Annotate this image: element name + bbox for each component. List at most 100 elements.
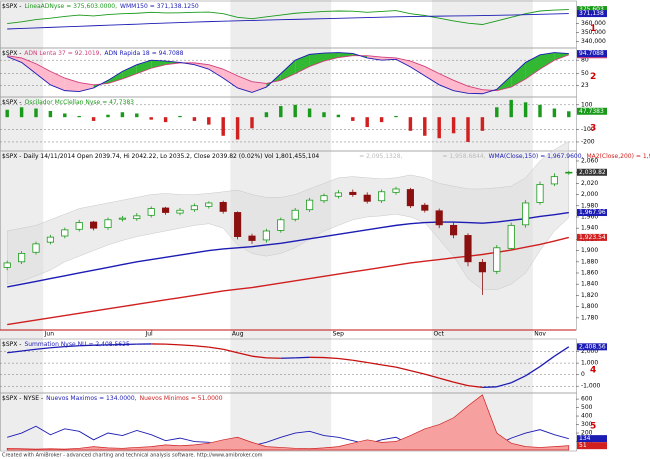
bar bbox=[192, 117, 197, 121]
legend-name: WMA(Close,150) bbox=[489, 153, 539, 160]
line bbox=[7, 9, 569, 25]
y-tick-label: 1,000 bbox=[581, 360, 598, 367]
candle-body bbox=[478, 261, 486, 273]
y-tick-label: -1,000 bbox=[581, 383, 601, 390]
legend-readout: = 2,408.5625 bbox=[88, 341, 129, 348]
pane-header: $SPX - Daily 14/11/2014 Open 2039.74, Hi… bbox=[2, 153, 650, 160]
pane-header: $SPX - Summation Nyse NU = 2,408.5625 bbox=[2, 341, 130, 348]
bar bbox=[178, 115, 182, 118]
y-tick-label: 2,060 bbox=[581, 157, 598, 164]
header-title: $SPX - bbox=[2, 341, 21, 348]
legend-readout: = 51.0000 bbox=[191, 395, 223, 402]
bar bbox=[264, 112, 269, 118]
cross-fill bbox=[237, 75, 252, 93]
bar bbox=[509, 99, 513, 118]
line-segment bbox=[395, 366, 411, 372]
y-tick-label: 300 bbox=[581, 421, 593, 428]
line bbox=[7, 211, 569, 288]
legend-name: MA2(Close,200) bbox=[586, 153, 633, 160]
cross-fill bbox=[136, 60, 152, 74]
cross-fill bbox=[122, 64, 137, 79]
line-segment bbox=[525, 366, 541, 377]
line-segment bbox=[79, 344, 94, 347]
cross-fill bbox=[439, 73, 454, 91]
candle-body bbox=[104, 219, 112, 229]
bar bbox=[5, 109, 9, 118]
legend-readout: = 1,923.5426 bbox=[636, 153, 650, 160]
legend-name: ADN Rapida 18 bbox=[104, 50, 150, 57]
x-tick-label: Nov bbox=[534, 331, 546, 338]
y-tick-label: 1,960 bbox=[581, 213, 598, 220]
legend-name: WMM150 bbox=[120, 3, 148, 10]
value-box bbox=[577, 442, 607, 450]
value-box bbox=[577, 10, 607, 18]
y-tick-label: 1,780 bbox=[581, 314, 598, 321]
bar bbox=[351, 117, 355, 121]
candle-body bbox=[522, 202, 530, 226]
y-tick-label: 2,020 bbox=[581, 180, 598, 187]
candle-body bbox=[464, 235, 472, 263]
bar bbox=[307, 108, 312, 118]
y-tick-label: 600 bbox=[581, 396, 593, 403]
cross-fill bbox=[309, 53, 324, 67]
cross-fill bbox=[540, 52, 555, 70]
line-segment bbox=[323, 356, 339, 360]
bar bbox=[379, 117, 384, 123]
candle-body bbox=[176, 209, 184, 214]
legend-readout: = 92.1019, bbox=[68, 50, 102, 57]
candle-body bbox=[306, 199, 314, 211]
candle-body bbox=[3, 262, 11, 268]
candle-body bbox=[147, 208, 155, 216]
candle-body bbox=[262, 230, 270, 241]
line-segment bbox=[381, 364, 397, 368]
value-box bbox=[577, 107, 607, 115]
cross-fill bbox=[424, 66, 440, 85]
x-tick-label: Oct bbox=[433, 331, 444, 338]
line-segment bbox=[50, 345, 65, 349]
bar bbox=[106, 114, 110, 118]
bar bbox=[437, 117, 441, 139]
area bbox=[6, 394, 570, 451]
month-shade bbox=[0, 0, 44, 450]
candle-body bbox=[32, 243, 40, 253]
x-tick-label: Jul bbox=[144, 331, 153, 338]
value-box bbox=[577, 233, 607, 241]
value-box-label: 371,138 bbox=[579, 10, 604, 17]
candle-body bbox=[90, 221, 98, 229]
y-tick-label: 350,000 bbox=[581, 29, 606, 36]
bar bbox=[34, 108, 38, 118]
candle-body bbox=[118, 217, 126, 220]
candle-body bbox=[162, 207, 170, 213]
value-box bbox=[577, 209, 607, 217]
x-tick-label: Aug bbox=[232, 331, 244, 338]
candle-body bbox=[363, 194, 371, 202]
bar bbox=[365, 117, 369, 128]
legend-readout: = 375,603.0000, bbox=[66, 3, 117, 10]
bar bbox=[120, 112, 125, 118]
band-readout: = 2,095.1328, bbox=[359, 153, 402, 160]
line-segment bbox=[223, 348, 238, 354]
legend-readout: = 371,138.1250 bbox=[150, 3, 199, 10]
y-tick-label: -200 bbox=[581, 138, 595, 145]
legend-name: Nuevos Minimos bbox=[140, 395, 189, 402]
annotation: 2 bbox=[590, 72, 596, 82]
line-segment bbox=[165, 343, 181, 346]
bar bbox=[63, 113, 67, 118]
line bbox=[7, 236, 569, 326]
line-segment bbox=[295, 356, 310, 359]
annotation: 1 bbox=[590, 24, 596, 34]
cross-fill bbox=[36, 63, 51, 85]
candle-body bbox=[234, 212, 242, 237]
line-segment bbox=[539, 355, 555, 368]
bar bbox=[495, 107, 499, 118]
line-segment bbox=[424, 373, 440, 379]
cross-fill bbox=[64, 78, 80, 92]
value-box bbox=[577, 435, 607, 443]
cross-fill bbox=[468, 86, 483, 94]
candle-body bbox=[248, 235, 256, 241]
header-title: $SPX - bbox=[2, 99, 22, 106]
line-segment bbox=[179, 344, 195, 347]
line-segment bbox=[7, 350, 22, 354]
